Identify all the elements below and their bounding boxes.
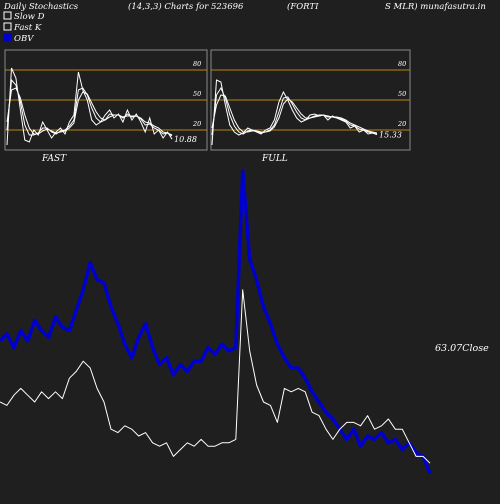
close-price-line xyxy=(0,289,431,464)
series-slow-d-2 xyxy=(6,87,173,136)
legend-label-obv: OBV xyxy=(14,34,34,44)
obv-line xyxy=(0,169,432,475)
full-panel-title: FULL xyxy=(261,154,288,164)
close-label: 63.07Close xyxy=(435,343,489,354)
legend-swatch-obv xyxy=(3,33,12,42)
series-fast-k xyxy=(6,67,173,146)
full-panel: 80 50 20 15.33 xyxy=(211,60,410,146)
last-value-label: 10.88 xyxy=(174,135,197,144)
company-name: (FORTI xyxy=(287,1,319,12)
tick-label-80: 80 xyxy=(398,60,406,68)
tick-label-80: 80 xyxy=(193,60,201,68)
series-full-k xyxy=(211,79,378,146)
legend-label-slow-d: Slow D xyxy=(14,12,45,22)
tick-label-20: 20 xyxy=(192,120,201,128)
brand-name: S MLR) munafasutra.in xyxy=(385,1,486,12)
legend-swatch-fast-k xyxy=(3,22,12,31)
legend-label-fast-k: Fast K xyxy=(13,23,42,33)
main-panel xyxy=(0,169,432,475)
series-slow-d xyxy=(6,78,173,137)
tick-label-20: 20 xyxy=(397,120,406,128)
fast-panel-title: FAST xyxy=(41,154,67,164)
tick-label-50: 50 xyxy=(193,90,201,98)
last-value-label: 15.33 xyxy=(379,131,402,140)
tick-label-50: 50 xyxy=(398,90,406,98)
series-full-d xyxy=(211,86,378,136)
fast-panel: 80 50 20 10.88 xyxy=(5,60,207,146)
legend: Slow D Fast K OBV xyxy=(3,11,45,44)
legend-swatch-slow-d xyxy=(3,11,12,20)
chart-title: Daily Stochastics xyxy=(3,2,79,12)
series-full-d-2 xyxy=(211,94,378,134)
chart-params: (14,3,3) Charts for 523696 xyxy=(128,1,244,12)
